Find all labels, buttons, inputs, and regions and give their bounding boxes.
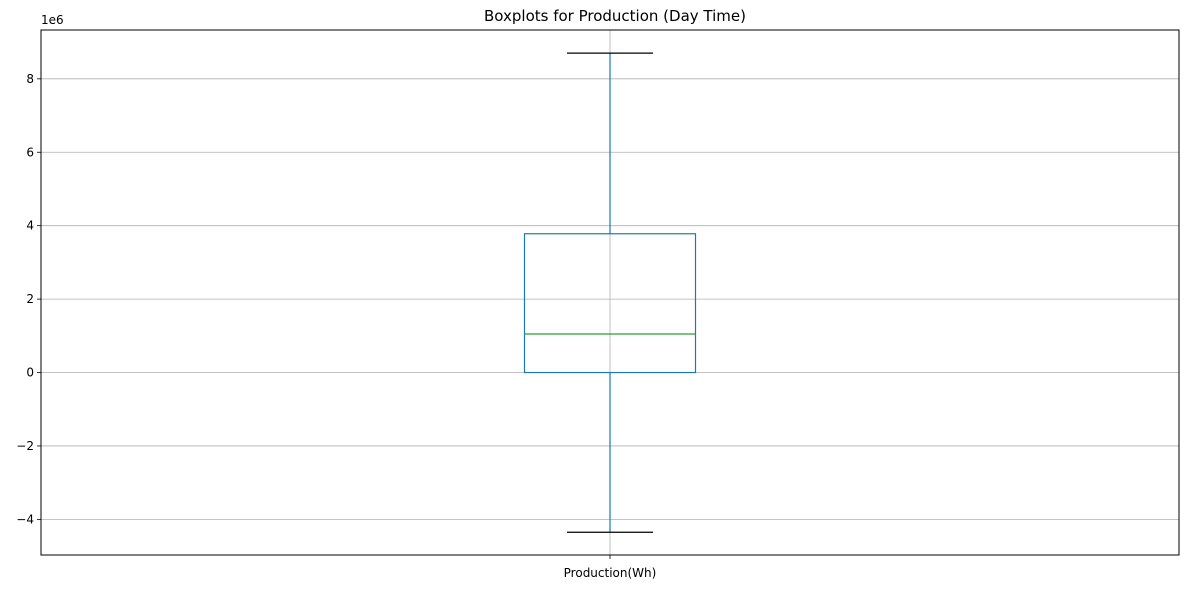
chart-title: Boxplots for Production (Day Time) (484, 7, 746, 25)
y-tick-label: 6 (26, 145, 34, 159)
y-tick-label: 4 (26, 219, 34, 233)
y-tick-label: −4 (16, 512, 34, 526)
y-tick-label: 8 (26, 72, 34, 86)
y-tick-label: −2 (16, 439, 34, 453)
x-tick-label: Production(Wh) (564, 566, 657, 580)
y-axis-offset-label: 1e6 (41, 13, 64, 27)
plot-area (523, 52, 697, 533)
y-tick-label: 2 (26, 292, 34, 306)
y-tick-label: 0 (26, 366, 34, 380)
iqr-box (523, 233, 697, 374)
axis-ticks: −4 −2 0 2 4 6 8 Production(Wh) (16, 72, 656, 580)
